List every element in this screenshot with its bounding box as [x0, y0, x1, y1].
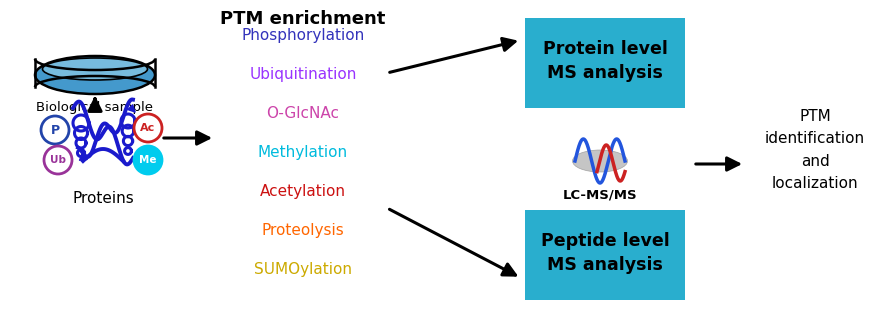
Text: SUMOylation: SUMOylation [254, 262, 352, 277]
Text: PTM enrichment: PTM enrichment [220, 10, 385, 28]
Text: Ac: Ac [141, 123, 156, 133]
Circle shape [41, 116, 69, 144]
Text: Proteins: Proteins [72, 191, 134, 206]
Text: Me: Me [139, 155, 157, 165]
Circle shape [134, 146, 162, 174]
Text: O-GlcNAc: O-GlcNAc [267, 106, 340, 121]
Text: Ubiquitination: Ubiquitination [249, 67, 356, 82]
FancyBboxPatch shape [525, 210, 685, 300]
Text: Biological sample: Biological sample [36, 101, 153, 114]
Text: Acetylation: Acetylation [260, 184, 346, 199]
Ellipse shape [35, 56, 155, 94]
Ellipse shape [42, 58, 148, 80]
Text: P: P [50, 124, 60, 136]
Circle shape [44, 146, 72, 174]
Text: Ub: Ub [50, 155, 66, 165]
FancyBboxPatch shape [525, 18, 685, 108]
Text: Proteolysis: Proteolysis [261, 223, 344, 238]
Text: Peptide level
MS analysis: Peptide level MS analysis [540, 232, 670, 274]
Circle shape [134, 114, 162, 142]
Text: LC-MS/MS: LC-MS/MS [562, 188, 637, 201]
Text: PTM
identification
and
localization: PTM identification and localization [765, 109, 865, 191]
Ellipse shape [573, 150, 627, 172]
Text: Phosphorylation: Phosphorylation [241, 28, 364, 43]
Text: Protein level
MS analysis: Protein level MS analysis [543, 40, 667, 82]
Text: Methylation: Methylation [258, 145, 348, 160]
